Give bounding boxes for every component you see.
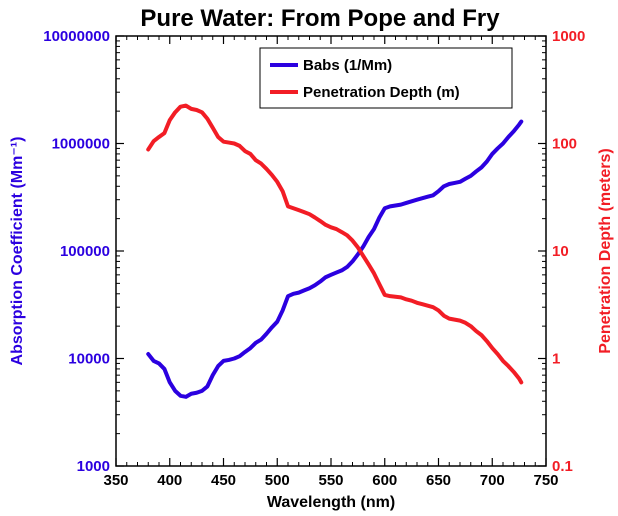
- chart-title: Pure Water: From Pope and Fry: [140, 5, 500, 32]
- series-layer: [146, 103, 524, 399]
- legend-box: [259, 47, 513, 109]
- legend: Babs (1/Mm) Penetration Depth (m): [259, 47, 513, 109]
- x-tick-label: 750: [533, 472, 558, 489]
- x-tick-label: 450: [211, 472, 236, 489]
- left-y-axis: 1000 10000 100000 1000000 10000000: [43, 28, 124, 475]
- right-y-tick-label: 10: [552, 243, 569, 260]
- series-line-penetration-depth-m: [146, 103, 524, 385]
- x-tick-label: 550: [318, 472, 343, 489]
- right-y-tick-label: 1: [552, 351, 560, 368]
- x-axis: 350 400 450 500 550 600 650 700 750: [103, 36, 559, 489]
- right-y-tick-label: 100: [552, 136, 577, 153]
- legend-label-babs: Babs (1/Mm): [303, 57, 392, 74]
- left-y-tick-label: 10000000: [43, 28, 110, 45]
- left-y-tick-label: 1000000: [52, 136, 110, 153]
- x-axis-label: Wavelength (nm): [267, 494, 395, 511]
- left-y-tick-label: 1000: [77, 458, 110, 475]
- legend-label-penetration-depth: Penetration Depth (m): [303, 84, 460, 101]
- right-y-tick-label: 1000: [552, 28, 585, 45]
- x-tick-label: 700: [480, 472, 505, 489]
- left-y-tick-label: 10000: [68, 351, 110, 368]
- x-tick-label: 600: [372, 472, 397, 489]
- x-tick-label: 650: [426, 472, 451, 489]
- x-tick-label: 500: [265, 472, 290, 489]
- x-tick-label: 350: [103, 472, 128, 489]
- left-y-tick-label: 100000: [60, 243, 110, 260]
- x-tick-label: 400: [157, 472, 182, 489]
- left-y-axis-label: Absorption Coefficient (Mm⁻¹): [9, 137, 26, 366]
- right-y-axis: 0.1 1 10 100 1000: [538, 28, 585, 475]
- right-y-axis-label: Penetration Depth (meters): [597, 148, 614, 353]
- series-line-babs-1-mm: [146, 119, 524, 399]
- right-y-tick-label: 0.1: [552, 458, 573, 475]
